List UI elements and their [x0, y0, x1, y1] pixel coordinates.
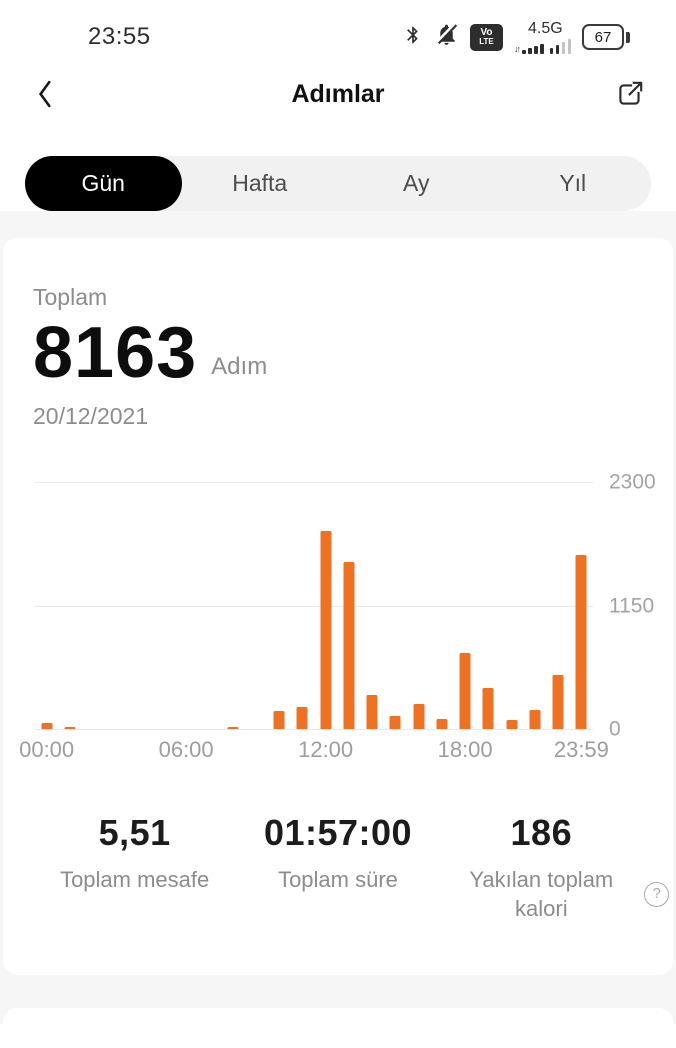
- steps-card: Toplam 8163 Adım 20/12/2021 0 1150 2300 00…: [3, 238, 673, 975]
- chart-bar-16[interactable]: [413, 704, 425, 730]
- chart-bar-18[interactable]: [459, 652, 471, 730]
- share-button[interactable]: [608, 72, 652, 116]
- signal-sim1-icon: [522, 43, 544, 54]
- chart-bar-14[interactable]: [366, 695, 378, 730]
- stat-duration: 01:57:00 Toplam süre: [236, 812, 439, 923]
- total-steps-row: 8163 Adım: [33, 313, 643, 393]
- calories-value: 186: [510, 812, 573, 854]
- chart-x-axis: 00:00 06:00 12:00 18:00 23:59: [19, 737, 609, 763]
- header: Adımlar: [0, 62, 676, 126]
- gridline: [35, 729, 593, 731]
- next-card-edge: [3, 1008, 673, 1048]
- volte-badge: Vo LTE: [470, 23, 503, 51]
- stats-row: 5,51 Toplam mesafe 01:57:00 Toplam süre …: [33, 812, 670, 923]
- chart-bar-17[interactable]: [436, 719, 448, 730]
- tab-gun[interactable]: Gün: [25, 156, 182, 211]
- chart-bar-20[interactable]: [506, 720, 518, 730]
- distance-label: Toplam mesafe: [60, 867, 210, 893]
- stat-calories: 186 Yakılan toplam kalori ?: [440, 812, 670, 923]
- chart-bar-8[interactable]: [227, 726, 239, 730]
- chart-bar-19[interactable]: [482, 687, 494, 730]
- total-steps-value: 8163: [33, 313, 198, 393]
- signal-sim2-icon: [549, 38, 571, 54]
- network-type-label: 4.5G: [528, 19, 563, 37]
- period-tabs: Gün Hafta Ay Yıl: [25, 156, 651, 211]
- steps-unit-label: Adım: [211, 353, 268, 381]
- x-axis-tick: 12:00: [298, 737, 354, 763]
- y-axis-tick: 1150: [609, 594, 655, 618]
- status-bar: 23:55 Vo LTE 4.5G ↓↑: [0, 0, 676, 60]
- steps-bar-chart: 0 1150 2300 00:00 06:00 12:00 18:00 23:59: [19, 454, 656, 764]
- chart-bar-0[interactable]: [41, 723, 53, 730]
- chart-bar-22[interactable]: [552, 675, 564, 730]
- selected-date: 20/12/2021: [33, 403, 149, 430]
- chart-bar-10[interactable]: [273, 711, 285, 730]
- bluetooth-icon: [403, 23, 423, 52]
- chart-bar-15[interactable]: [389, 715, 401, 730]
- content-area: Toplam 8163 Adım 20/12/2021 0 1150 2300 00…: [0, 211, 676, 1048]
- help-icon[interactable]: ?: [644, 882, 670, 908]
- tab-hafta[interactable]: Hafta: [232, 170, 288, 196]
- duration-value: 01:57:00: [263, 812, 413, 854]
- chart-plot: 0 1150 2300: [35, 472, 656, 740]
- back-button[interactable]: [24, 72, 68, 116]
- x-axis-tick: 06:00: [158, 737, 214, 763]
- calories-label: Yakılan toplam kalori: [469, 867, 614, 921]
- chart-bar-13[interactable]: [343, 561, 355, 730]
- tab-ay[interactable]: Ay: [403, 170, 430, 196]
- chart-bar-12[interactable]: [320, 530, 332, 730]
- x-axis-tick: 23:59: [553, 737, 609, 763]
- status-icons: Vo LTE 4.5G ↓↑ 67: [403, 19, 630, 54]
- distance-value: 5,51: [98, 812, 171, 854]
- chart-bar-1[interactable]: [64, 727, 76, 730]
- clock-time: 23:55: [88, 23, 151, 50]
- notifications-muted-icon: [434, 22, 459, 52]
- chart-bar-23[interactable]: [575, 555, 587, 730]
- y-axis-tick: 0: [609, 717, 621, 741]
- battery-icon: 67: [582, 24, 630, 50]
- chart-bar-21[interactable]: [529, 709, 541, 730]
- chart-bar-11[interactable]: [296, 707, 308, 730]
- tab-yil[interactable]: Yıl: [559, 170, 587, 196]
- battery-percent: 67: [594, 28, 612, 46]
- x-axis-tick: 00:00: [19, 737, 75, 763]
- stat-distance: 5,51 Toplam mesafe: [33, 812, 236, 923]
- gridline: [35, 605, 593, 607]
- data-arrows-icon: ↓↑: [514, 43, 521, 54]
- duration-label: Toplam süre: [278, 867, 398, 893]
- signal-bars-icon: 4.5G ↓↑: [514, 19, 571, 54]
- gridline: [35, 482, 593, 484]
- total-label: Toplam: [33, 284, 108, 310]
- x-axis-tick: 18:00: [437, 737, 493, 763]
- y-axis-tick: 2300: [609, 470, 656, 494]
- page-title: Adımlar: [291, 79, 385, 108]
